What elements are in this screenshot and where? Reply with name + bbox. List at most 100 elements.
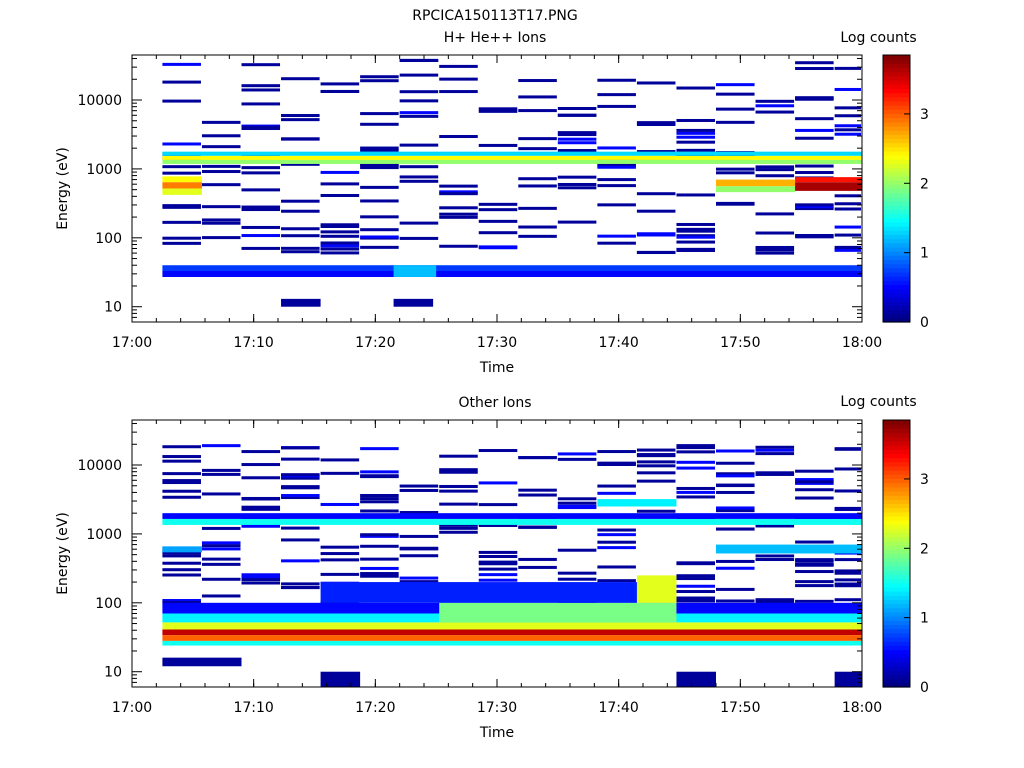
data-cell	[162, 573, 201, 577]
data-cell	[241, 225, 281, 229]
data-cell	[320, 234, 360, 238]
data-cell	[716, 179, 796, 187]
data-cell	[716, 92, 755, 96]
colorbar-tick-label: 1	[920, 246, 929, 262]
data-cell	[201, 218, 241, 222]
data-cell	[478, 245, 518, 249]
data-cell	[557, 182, 597, 186]
colorbar-segment	[883, 553, 910, 559]
data-cell	[320, 182, 360, 186]
data-cell	[399, 580, 439, 584]
data-cell	[478, 109, 518, 113]
data-cell	[795, 67, 834, 71]
data-cell	[795, 584, 834, 588]
data-cell	[716, 171, 755, 175]
data-cell	[795, 177, 862, 183]
data-cell	[518, 557, 557, 561]
data-cell	[360, 447, 399, 451]
data-cell	[439, 190, 478, 194]
data-cell	[360, 493, 399, 497]
data-cell	[795, 117, 834, 121]
data-cell	[834, 207, 861, 211]
colorbar-segment	[883, 251, 910, 256]
x-tick-label: 17:10	[233, 700, 273, 716]
data-cell	[518, 206, 557, 210]
colorbar-segment	[883, 649, 910, 655]
data-cell	[716, 461, 755, 465]
data-cell	[281, 457, 320, 461]
y-axis-title: Energy (eV)	[55, 512, 71, 595]
data-cell	[399, 511, 439, 515]
colorbar-segment	[883, 92, 910, 98]
colorbar-segment	[883, 540, 910, 546]
data-cell	[162, 220, 201, 224]
colorbar-segment	[883, 628, 910, 634]
data-cell	[755, 554, 795, 558]
data-cell	[241, 246, 281, 250]
data-cell	[360, 572, 399, 576]
colorbar-segment	[883, 511, 910, 517]
colorbar-segment	[883, 301, 910, 306]
colorbar-segment	[883, 276, 910, 281]
data-cell	[281, 496, 320, 500]
data-cell	[320, 545, 360, 549]
data-cell	[755, 110, 795, 114]
data-cell	[755, 452, 795, 456]
data-cell	[716, 201, 755, 205]
data-cell	[399, 73, 439, 77]
data-cell	[162, 551, 201, 555]
data-cell	[393, 298, 434, 307]
data-cell	[281, 250, 320, 254]
data-cell	[439, 489, 478, 493]
data-cell	[597, 241, 636, 245]
data-cell	[439, 523, 478, 527]
data-cell	[676, 574, 715, 578]
colorbar-segment	[883, 88, 910, 94]
data-cell	[360, 557, 399, 561]
data-cell	[676, 86, 715, 90]
colorbar-segment	[883, 661, 910, 667]
data-cell	[162, 236, 201, 240]
data-cell	[676, 118, 715, 122]
colorbar-segment	[883, 566, 910, 571]
x-tick-label: 17:10	[233, 335, 273, 351]
data-cell	[795, 481, 834, 485]
data-cell	[755, 600, 795, 604]
data-cell	[241, 63, 281, 67]
data-cell	[281, 538, 320, 542]
data-cell	[518, 95, 557, 99]
data-cell	[636, 232, 676, 236]
data-cell	[201, 526, 241, 530]
data-cell	[834, 598, 861, 602]
colorbar-segment	[883, 607, 910, 613]
data-cell	[795, 559, 834, 563]
data-cell	[201, 562, 241, 566]
data-cell	[360, 566, 399, 570]
data-cell	[834, 248, 861, 252]
colorbar-segment	[883, 201, 910, 206]
data-cell	[439, 90, 478, 94]
colorbar-label: Log counts	[840, 394, 916, 410]
colorbar-segment	[883, 209, 910, 215]
data-cell	[360, 245, 399, 249]
data-cell	[478, 562, 518, 566]
data-cell	[834, 582, 861, 586]
data-cell	[755, 448, 795, 452]
data-cell	[716, 449, 755, 453]
colorbar-segment	[883, 67, 910, 73]
colorbar-segment	[883, 180, 910, 185]
data-cell	[162, 489, 201, 493]
data-cell	[597, 579, 636, 583]
colorbar-tick-label: 3	[920, 107, 929, 123]
data-cell	[597, 234, 636, 238]
data-cell	[597, 491, 636, 495]
data-cell	[755, 104, 795, 108]
data-cell	[834, 571, 861, 575]
data-cell	[162, 241, 201, 245]
data-cell	[399, 221, 439, 225]
colorbar-label: Log counts	[840, 30, 916, 46]
data-cell	[281, 77, 320, 81]
data-cell	[557, 220, 597, 224]
data-cell	[162, 518, 862, 525]
data-cell	[755, 99, 795, 103]
